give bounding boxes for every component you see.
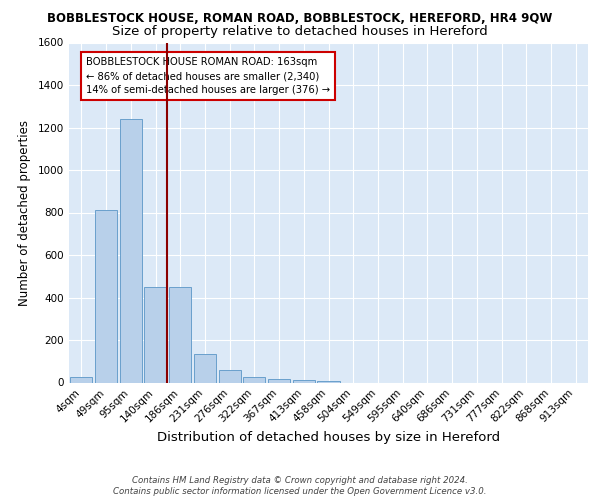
Text: BOBBLESTOCK HOUSE ROMAN ROAD: 163sqm
← 86% of detached houses are smaller (2,340: BOBBLESTOCK HOUSE ROMAN ROAD: 163sqm ← 8… [86,58,330,96]
Bar [95,210,117,382]
X-axis label: Distribution of detached houses by size in Hereford: Distribution of detached houses by size … [157,431,500,444]
Bar [169,287,191,382]
Bar [268,380,290,382]
Bar [145,287,167,382]
Text: Size of property relative to detached houses in Hereford: Size of property relative to detached ho… [112,25,488,38]
Bar [194,354,216,382]
Text: BOBBLESTOCK HOUSE, ROMAN ROAD, BOBBLESTOCK, HEREFORD, HR4 9QW: BOBBLESTOCK HOUSE, ROMAN ROAD, BOBBLESTO… [47,12,553,24]
Bar [218,370,241,382]
Bar [70,377,92,382]
Y-axis label: Number of detached properties: Number of detached properties [18,120,31,306]
Text: Contains HM Land Registry data © Crown copyright and database right 2024.: Contains HM Land Registry data © Crown c… [132,476,468,485]
Bar [293,380,315,382]
Bar [243,377,265,382]
Text: Contains public sector information licensed under the Open Government Licence v3: Contains public sector information licen… [113,488,487,496]
Bar [119,119,142,382]
Bar [317,381,340,382]
